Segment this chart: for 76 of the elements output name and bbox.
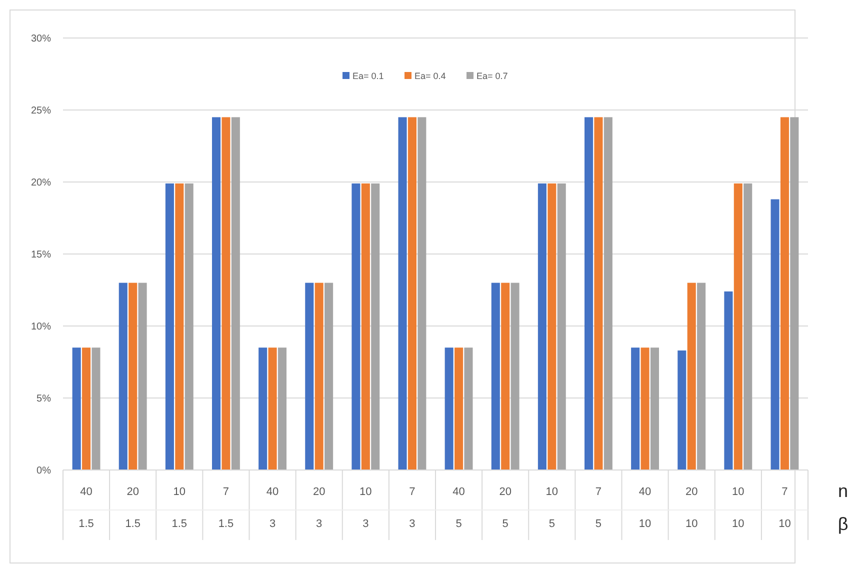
bar	[305, 282, 314, 470]
category-label: 7 1.5	[218, 486, 234, 530]
bar	[82, 348, 91, 470]
bar	[557, 183, 566, 470]
legend-label: Ea= 0.1	[352, 71, 384, 82]
category-label: 7 5	[595, 486, 602, 530]
bar	[361, 183, 370, 470]
category-label: 40 1.5	[78, 486, 94, 530]
bar	[314, 282, 324, 470]
bar	[464, 348, 473, 470]
bar	[631, 348, 640, 470]
y-tick-label: 0%	[36, 466, 52, 476]
category-label: 20 5	[499, 486, 512, 530]
y-tick-label: 25%	[30, 106, 52, 116]
bar	[584, 117, 594, 470]
bar	[744, 183, 752, 470]
legend-label: Ea= 0.7	[476, 71, 508, 82]
bar	[118, 282, 128, 470]
bar	[734, 183, 742, 470]
y-tick-label: 5%	[36, 394, 52, 404]
category-label: 20 10	[685, 486, 698, 530]
bar	[780, 117, 789, 470]
bar	[418, 117, 426, 470]
text: β	[838, 514, 848, 534]
category-label: 40 10	[638, 486, 652, 530]
bar	[770, 199, 780, 470]
y-tick-label: 30%	[30, 34, 52, 44]
bar	[258, 348, 268, 470]
y-tick-label: 15%	[30, 250, 52, 260]
bar	[278, 348, 286, 470]
bar	[678, 350, 686, 470]
bar	[510, 282, 520, 470]
y-tick-label: 10%	[30, 322, 52, 332]
bar	[724, 291, 733, 470]
bar	[790, 117, 799, 470]
bar	[72, 348, 81, 470]
bar	[408, 117, 416, 470]
bar	[687, 282, 696, 470]
bar	[640, 348, 650, 470]
bar	[398, 117, 407, 470]
category-label: 7 10	[778, 486, 791, 530]
bar	[491, 282, 500, 470]
category-label: 40 3	[266, 486, 279, 530]
bar	[212, 117, 221, 470]
bar	[324, 282, 334, 470]
category-label: 10 1.5	[172, 486, 188, 530]
bar	[697, 282, 706, 470]
bar	[650, 348, 659, 470]
bar	[548, 183, 556, 470]
category-label: 10 10	[732, 486, 744, 530]
bar	[175, 183, 184, 470]
category-label: 40 5	[452, 486, 465, 530]
bar	[371, 183, 380, 470]
bar	[231, 117, 240, 470]
bar	[165, 183, 174, 470]
bar	[538, 183, 546, 470]
category-label: 10 5	[546, 486, 558, 530]
bar	[352, 183, 360, 470]
category-label: 7 3	[409, 486, 416, 530]
bar	[594, 117, 603, 470]
category-label: 10 3	[360, 486, 372, 530]
bar	[501, 282, 510, 470]
bar	[444, 348, 454, 470]
bar	[128, 282, 138, 470]
bar	[604, 117, 612, 470]
legend-label: Ea= 0.4	[414, 71, 446, 82]
y-tick-label: 20%	[30, 178, 52, 188]
category-label: 20 1.5	[125, 486, 140, 530]
bar	[222, 117, 230, 470]
category-label: 20 3	[312, 486, 326, 530]
bar	[268, 348, 277, 470]
bar	[184, 183, 194, 470]
bar	[138, 282, 147, 470]
text: n	[838, 481, 848, 501]
bar	[454, 348, 464, 470]
bar	[92, 348, 100, 470]
